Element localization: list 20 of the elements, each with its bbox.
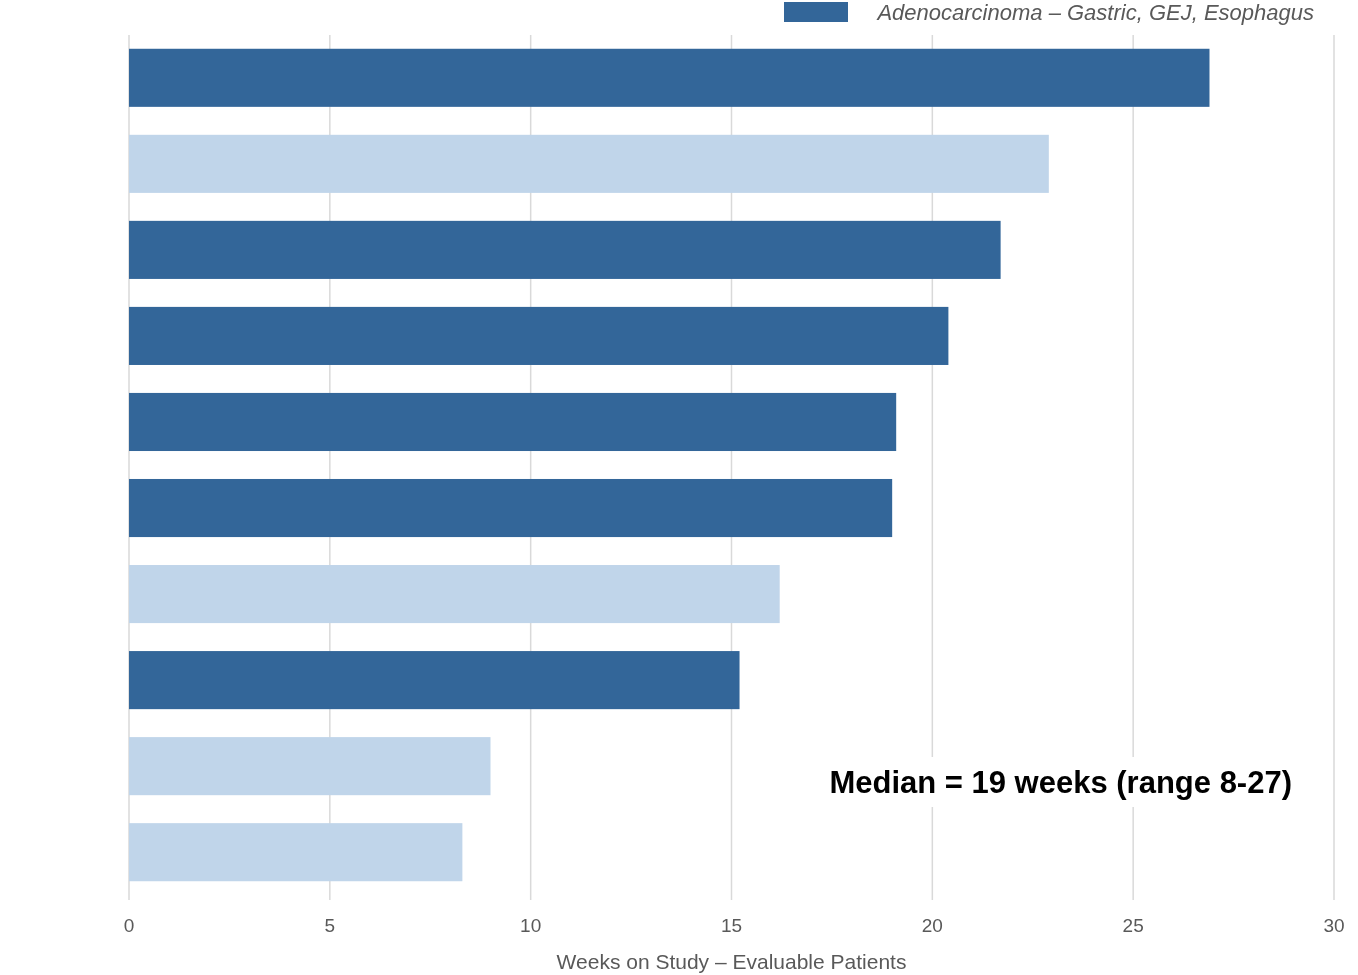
x-tick-label: 10: [520, 915, 542, 936]
bar: [129, 823, 463, 882]
bar: [129, 478, 893, 538]
bar: [129, 220, 1001, 279]
x-tick-label: 0: [123, 915, 135, 936]
bar: [129, 392, 897, 452]
bar: [129, 565, 780, 624]
x-tick-label: 25: [1122, 915, 1144, 936]
bar: [129, 48, 1210, 107]
x-axis-title: Weeks on Study – Evaluable Patients: [556, 950, 907, 973]
bar: [129, 306, 949, 365]
bar: [129, 134, 1049, 193]
x-tick-label: 15: [720, 915, 743, 936]
bar: [129, 651, 740, 710]
legend-label: Adenocarcinoma – Gastric, GEJ, Esophagus: [875, 0, 1314, 25]
annotation: Median = 19 weeks (range 8-27): [829, 764, 1292, 800]
bar: [129, 737, 491, 796]
x-tick-label: 30: [1323, 915, 1345, 936]
x-tick-label: 20: [921, 915, 943, 936]
x-tick-label: 5: [324, 915, 336, 936]
